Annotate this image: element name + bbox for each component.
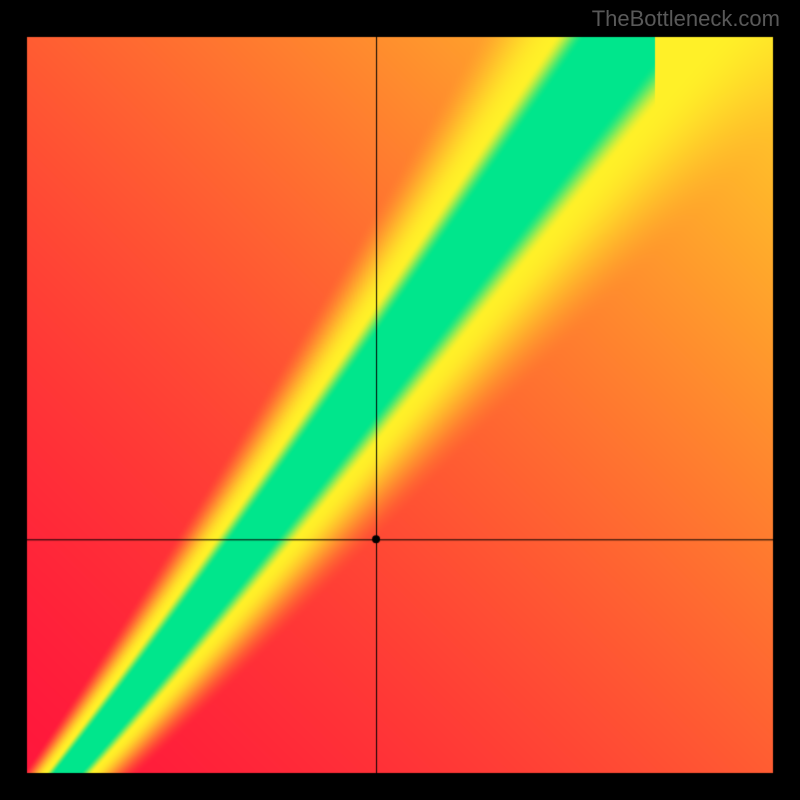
chart-container: TheBottleneck.com	[0, 0, 800, 800]
watermark-text: TheBottleneck.com	[592, 6, 780, 32]
heatmap-canvas	[0, 0, 800, 800]
